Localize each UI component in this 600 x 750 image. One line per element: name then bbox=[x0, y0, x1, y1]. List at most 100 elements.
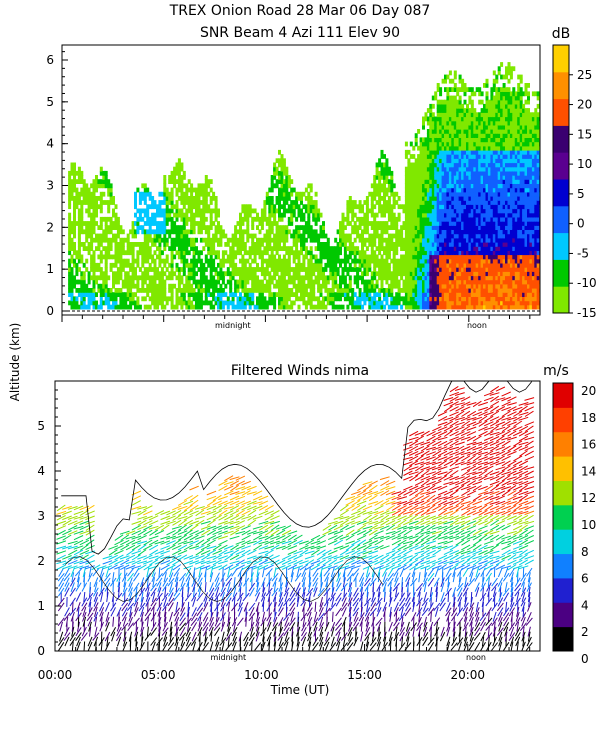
snr-cell bbox=[246, 204, 250, 210]
snr-cell bbox=[441, 233, 445, 239]
snr-cell bbox=[97, 246, 101, 251]
snr-cell bbox=[461, 225, 465, 230]
snr-cell bbox=[441, 254, 445, 260]
snr-cell bbox=[461, 133, 465, 138]
snr-cell bbox=[505, 99, 508, 105]
snr-cell bbox=[260, 216, 264, 222]
snr-cell bbox=[190, 292, 194, 297]
snr-cell bbox=[383, 170, 386, 176]
snr-cell bbox=[278, 208, 281, 214]
snr-cell bbox=[404, 141, 408, 147]
snr-cell bbox=[485, 95, 489, 101]
snr-cell bbox=[431, 191, 435, 197]
snr-cell bbox=[160, 208, 164, 214]
snr-cell bbox=[348, 233, 352, 239]
snr-cell bbox=[397, 300, 401, 306]
snr-cell bbox=[451, 296, 455, 302]
snr-cell bbox=[431, 166, 435, 172]
snr-cell bbox=[461, 191, 465, 197]
snr-cell bbox=[317, 208, 321, 214]
snr-cell bbox=[168, 262, 172, 268]
snr-cell bbox=[246, 275, 250, 281]
snr-cell bbox=[422, 300, 425, 306]
snr-cell bbox=[326, 275, 330, 281]
snr-cell bbox=[336, 250, 340, 256]
snr-cell bbox=[470, 296, 474, 302]
snr-cell bbox=[185, 237, 189, 243]
snr-cell bbox=[156, 225, 159, 230]
snr-cell bbox=[143, 187, 147, 193]
snr-cell bbox=[243, 204, 247, 210]
snr-cell bbox=[422, 183, 425, 189]
snr-cell bbox=[463, 179, 467, 184]
snr-cell bbox=[114, 237, 118, 243]
snr-cell bbox=[468, 267, 472, 272]
snr-cell bbox=[114, 292, 118, 297]
snr-cell bbox=[473, 162, 477, 168]
snr-cell bbox=[285, 200, 289, 205]
snr-cell bbox=[185, 200, 189, 205]
snr-cell bbox=[461, 283, 465, 289]
snr-cell bbox=[363, 237, 367, 243]
snr-cell bbox=[461, 187, 465, 193]
snr-cell bbox=[429, 242, 433, 247]
snr-cell bbox=[107, 237, 111, 243]
snr-cell bbox=[485, 145, 489, 151]
snr-cell bbox=[483, 83, 486, 88]
snr-cell bbox=[202, 267, 206, 272]
snr-cell bbox=[448, 108, 452, 113]
snr-cell bbox=[156, 271, 159, 277]
snr-cell bbox=[444, 262, 447, 268]
snr-cell bbox=[509, 254, 513, 260]
snr-cell bbox=[346, 267, 350, 272]
snr-cell bbox=[448, 158, 452, 164]
snr-cell bbox=[419, 300, 423, 306]
snr-cell bbox=[480, 145, 484, 151]
snr-cell bbox=[300, 246, 303, 251]
snr-cell bbox=[500, 133, 504, 138]
snr-cell bbox=[463, 158, 467, 164]
snr-cell bbox=[446, 158, 450, 164]
snr-cell bbox=[285, 229, 289, 235]
snr-cell bbox=[199, 279, 203, 285]
snr-cell bbox=[431, 208, 435, 214]
snr-cell bbox=[358, 304, 362, 310]
snr-cell bbox=[212, 288, 216, 293]
snr-cell bbox=[483, 225, 486, 230]
snr-cell bbox=[243, 296, 247, 302]
snr-cell bbox=[77, 304, 81, 310]
snr-cell bbox=[131, 300, 135, 306]
snr-cell bbox=[478, 262, 482, 268]
snr-cell bbox=[475, 141, 479, 147]
snr-cell bbox=[290, 300, 294, 306]
snr-cell bbox=[370, 254, 374, 260]
snr-cell bbox=[124, 262, 128, 268]
snr-cell bbox=[485, 288, 489, 293]
snr-cell bbox=[251, 225, 255, 230]
snr-cell bbox=[282, 229, 286, 235]
snr-cell bbox=[453, 254, 457, 260]
snr-cell bbox=[451, 162, 455, 168]
snr-cell bbox=[95, 300, 98, 306]
snr-cell bbox=[409, 271, 413, 277]
snr-cell bbox=[404, 175, 408, 180]
snr-cell bbox=[77, 246, 81, 251]
snr-cell bbox=[197, 288, 201, 293]
snr-cell bbox=[265, 246, 269, 251]
snr-cell bbox=[419, 183, 423, 189]
snr-cell bbox=[265, 250, 269, 256]
snr-cell bbox=[417, 300, 421, 306]
snr-cell bbox=[424, 175, 428, 180]
snr-cell bbox=[390, 275, 394, 281]
snr-cell bbox=[322, 221, 325, 226]
snr-cell bbox=[500, 292, 504, 297]
snr-cell bbox=[500, 279, 504, 285]
snr-cell bbox=[348, 279, 352, 285]
snr-cell bbox=[251, 250, 255, 256]
snr-cell bbox=[141, 216, 145, 222]
snr-cell bbox=[68, 300, 72, 306]
snr-cell bbox=[507, 103, 511, 109]
snr-cell bbox=[404, 254, 408, 260]
snr-cell bbox=[502, 91, 506, 97]
snr-cell bbox=[114, 212, 118, 218]
